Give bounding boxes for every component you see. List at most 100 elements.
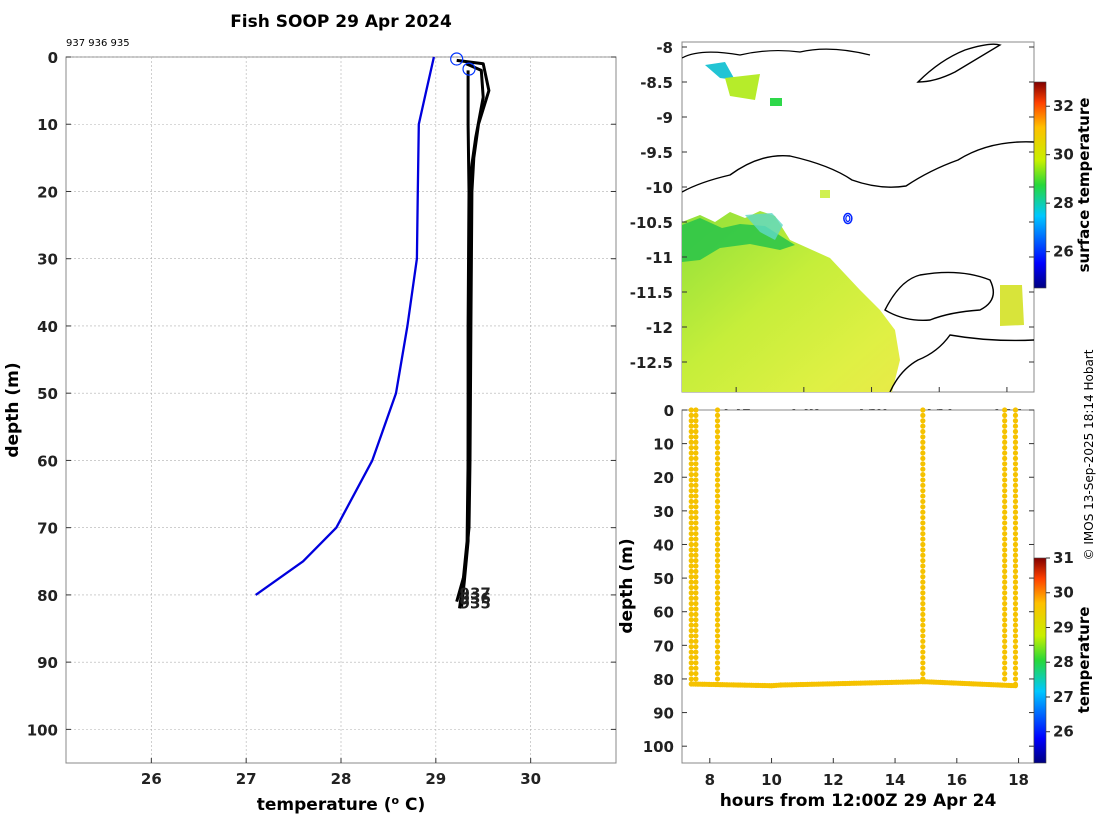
time-depth-point	[714, 638, 721, 644]
profile-xlabel-sup: o	[392, 794, 400, 807]
map-y-tick-label: -10	[646, 179, 673, 197]
time-depth-point	[1012, 649, 1019, 655]
time-depth-point	[688, 445, 694, 451]
time-depth-point	[714, 466, 721, 472]
time-depth-point	[714, 477, 721, 483]
time-depth-point	[1012, 611, 1019, 618]
profile-y-tick-label: 20	[37, 183, 58, 201]
time-depth-point	[688, 531, 694, 537]
time-depth-point	[1002, 428, 1008, 435]
profile-y-tick-label: 30	[37, 251, 58, 269]
time-depth-point	[693, 649, 699, 655]
time-depth-point	[688, 552, 694, 558]
time-depth-point	[1002, 611, 1008, 618]
time-depth-point	[1012, 445, 1019, 451]
time-depth-point	[1012, 683, 1019, 689]
time-depth-point	[693, 482, 699, 488]
time-depth-point	[714, 644, 721, 650]
time-depth-point	[688, 617, 694, 623]
profile-y-tick-label: 60	[37, 452, 58, 470]
time-depth-point	[1012, 617, 1019, 623]
profile-y-tick-label: 0	[48, 49, 58, 67]
time-depth-y-tick-label: 80	[653, 671, 674, 689]
time-depth-point	[1012, 461, 1019, 467]
time-depth-point	[688, 482, 694, 488]
time-depth-point	[920, 423, 926, 429]
time-depth-point	[1012, 509, 1019, 515]
chart-title: Fish SOOP 29 Apr 2024	[230, 12, 452, 32]
time-depth-point	[920, 606, 926, 612]
profile-x-tick-label: 27	[236, 770, 257, 788]
time-depth-point	[693, 455, 699, 462]
time-depth-point	[693, 558, 699, 564]
profile-x-tick-label: 28	[331, 770, 352, 788]
profile-end-label: 935	[460, 594, 491, 612]
time-depth-point	[693, 509, 699, 515]
time-depth-point	[920, 654, 926, 661]
time-depth-ticks: 8 10 12 14 16 18 0 10 20 30 40 50 60 70 80 90 100	[643, 402, 1034, 789]
time-depth-point	[714, 606, 721, 612]
time-depth-point	[1012, 558, 1019, 564]
time-depth-point	[714, 563, 721, 569]
time-depth-point	[920, 601, 926, 607]
profile-x-axis-label: temperature (o C)	[257, 794, 426, 816]
time-depth-point	[920, 568, 926, 574]
time-depth-point	[714, 574, 721, 580]
time-depth-point	[1002, 606, 1008, 612]
time-depth-point	[920, 488, 926, 494]
coastline-island-2	[884, 271, 994, 321]
time-depth-point	[714, 407, 721, 413]
time-depth-point	[1002, 412, 1008, 418]
time-depth-point	[688, 606, 694, 612]
time-depth-point	[714, 423, 721, 429]
sst-speck-2	[770, 98, 782, 106]
time-depth-point	[1012, 638, 1019, 644]
time-depth-point	[920, 525, 926, 531]
profile-start-marker	[462, 62, 476, 76]
map-x-tick-cover	[682, 396, 1037, 409]
time-depth-point	[693, 676, 699, 682]
temperature-colorbar-tick-label: 27	[1053, 688, 1074, 706]
time-depth-point	[920, 477, 926, 483]
time-depth-point	[693, 611, 699, 618]
time-depth-y-axis-label: depth (m)	[617, 538, 637, 633]
time-depth-point	[1002, 568, 1008, 574]
time-depth-point	[1002, 445, 1008, 451]
time-depth-point	[714, 418, 721, 424]
time-depth-point	[920, 547, 926, 553]
time-depth-point	[688, 525, 694, 531]
time-depth-point	[1012, 670, 1019, 677]
time-depth-point	[693, 601, 699, 607]
time-depth-point	[1012, 552, 1019, 558]
time-depth-point	[1012, 525, 1019, 531]
time-depth-point	[920, 541, 926, 548]
time-depth-point	[1012, 514, 1019, 521]
time-depth-point	[1002, 482, 1008, 488]
time-depth-point	[1012, 423, 1019, 429]
time-depth-point	[1012, 547, 1019, 553]
time-depth-point	[1002, 670, 1008, 677]
time-depth-point	[688, 423, 694, 429]
time-depth-point	[1012, 627, 1019, 634]
time-depth-point	[920, 428, 926, 435]
time-depth-x-tick-label: 12	[823, 771, 844, 789]
time-depth-point	[688, 665, 694, 671]
time-depth-point	[920, 455, 926, 462]
time-depth-point	[1012, 660, 1019, 666]
time-depth-point	[1002, 509, 1008, 515]
time-depth-point	[1002, 552, 1008, 558]
time-depth-point	[714, 676, 721, 682]
time-depth-y-tick-label: 20	[653, 469, 674, 487]
time-depth-point	[688, 504, 694, 510]
profile-grid	[66, 56, 616, 763]
time-depth-point	[1012, 563, 1019, 569]
time-depth-point	[1012, 590, 1019, 596]
time-depth-point	[688, 439, 694, 445]
profile-start-marker	[450, 52, 464, 66]
time-depth-point	[688, 514, 694, 521]
time-depth-point	[714, 450, 721, 456]
profile-y-tick-label: 70	[37, 520, 58, 538]
time-depth-point	[688, 563, 694, 569]
time-depth-point	[1002, 627, 1008, 634]
time-depth-x-tick-label: 18	[1008, 771, 1029, 789]
